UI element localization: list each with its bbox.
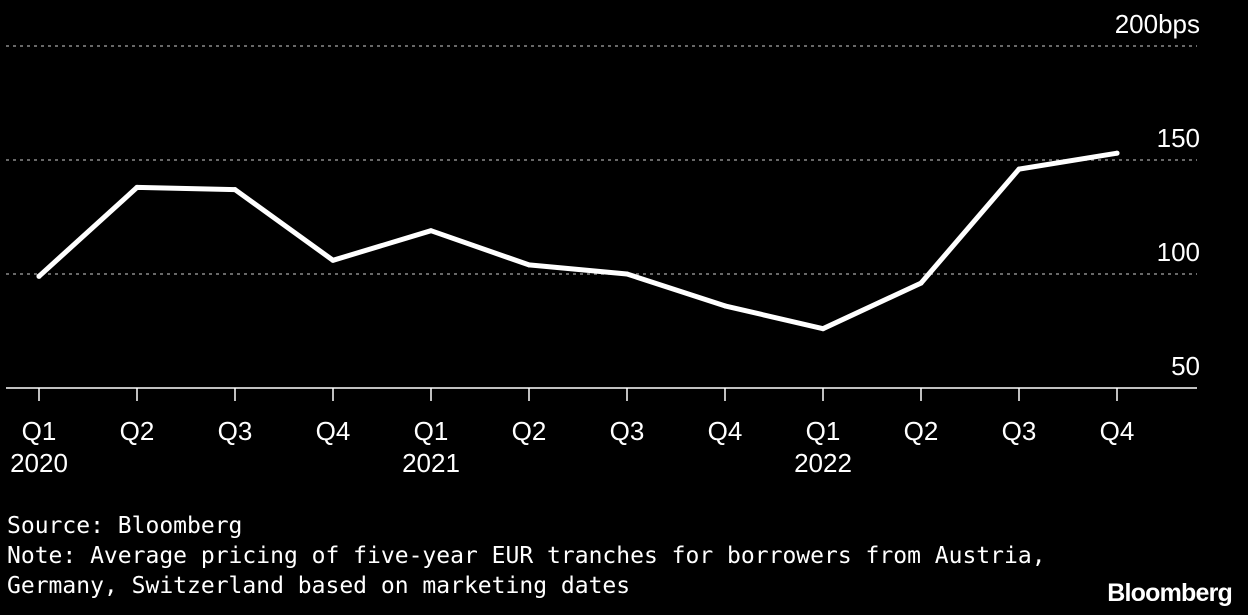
- x-tick-label: Q1: [806, 416, 841, 446]
- data-point: [232, 187, 238, 193]
- x-tick-label: Q3: [610, 416, 645, 446]
- data-point: [918, 280, 924, 286]
- note-text-line-2: Germany, Switzerland based on marketing …: [7, 573, 631, 599]
- data-point: [36, 273, 42, 279]
- y-tick-label: 150: [1157, 123, 1200, 153]
- x-tick-label: Q2: [120, 416, 155, 446]
- y-tick-label: 100: [1157, 237, 1200, 267]
- data-point: [1016, 166, 1022, 172]
- x-tick-year-label: 2021: [402, 448, 460, 478]
- gridlines: [6, 45, 1197, 275]
- y-tick-label: 200bps: [1115, 9, 1200, 39]
- x-tick-year-label: 2020: [10, 448, 68, 478]
- data-point: [330, 257, 336, 263]
- x-tick-year-label: 2022: [794, 448, 852, 478]
- y-axis-tick-labels: 200bps 150 100 50: [1115, 9, 1200, 381]
- x-tick-label: Q2: [512, 416, 547, 446]
- source-text: Source: Bloomberg: [7, 513, 243, 539]
- note-text-line-1: Note: Average pricing of five-year EUR t…: [7, 543, 1046, 569]
- bloomberg-logo: Bloomberg: [1107, 579, 1233, 607]
- x-tick-label: Q2: [904, 416, 939, 446]
- x-tick-label: Q4: [708, 416, 743, 446]
- x-tick-label: Q1: [22, 416, 57, 446]
- x-tick-label: Q4: [316, 416, 351, 446]
- data-point: [526, 262, 532, 268]
- data-point: [1114, 150, 1120, 156]
- data-point: [722, 303, 728, 309]
- x-tick-label: Q3: [218, 416, 253, 446]
- x-tick-label: Q4: [1100, 416, 1135, 446]
- series-line: [36, 150, 1120, 332]
- y-tick-label: 50: [1171, 351, 1200, 381]
- x-tick-label: Q3: [1002, 416, 1037, 446]
- data-point: [624, 271, 630, 277]
- data-point: [134, 184, 140, 190]
- x-tick-label: Q1: [414, 416, 449, 446]
- chart-footer: Source: Bloomberg Note: Average pricing …: [7, 511, 1067, 601]
- data-points: [36, 150, 1120, 332]
- data-point: [820, 326, 826, 332]
- data-point: [428, 228, 434, 234]
